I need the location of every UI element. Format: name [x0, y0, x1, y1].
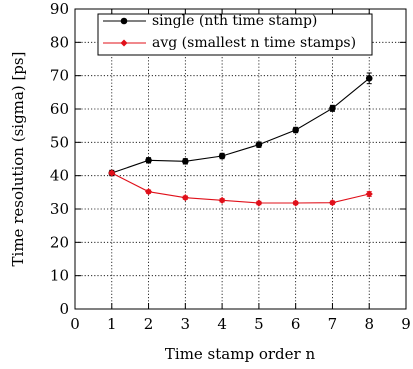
data-point	[108, 169, 116, 177]
data-point	[365, 190, 373, 198]
data-point	[365, 75, 373, 82]
data-point	[328, 199, 337, 207]
x-tick-label: 7	[328, 315, 338, 333]
x-tick-label: 0	[70, 315, 80, 333]
legend-marker-avg	[120, 39, 128, 47]
data-point	[218, 196, 226, 204]
data-point	[292, 199, 300, 207]
plot-frame	[74, 8, 407, 310]
y-tick-label: 20	[50, 233, 69, 251]
data-point	[145, 157, 152, 164]
legend: single (nth time stamp) avg (smallest n …	[97, 13, 373, 56]
data-point	[255, 141, 263, 148]
x-tick-label: 5	[254, 315, 264, 333]
y-tick-label: 40	[50, 167, 69, 185]
legend-label-single: single (nth time stamp)	[152, 13, 317, 29]
data-point	[218, 152, 226, 160]
y-tick-label: 90	[50, 0, 69, 18]
data-point	[292, 126, 299, 134]
grid-lines	[75, 9, 406, 309]
x-axis-title: Time stamp order n	[165, 345, 316, 363]
series-0	[108, 72, 373, 177]
data-point	[144, 188, 153, 196]
x-tick-label: 8	[364, 315, 374, 333]
x-tick-label: 2	[144, 315, 154, 333]
x-tick-label: 3	[181, 315, 191, 333]
x-tick-label: 4	[217, 315, 227, 333]
legend-label-avg: avg (smallest n time stamps)	[152, 35, 356, 51]
y-tick-label: 30	[50, 200, 69, 218]
x-tick-label: 9	[401, 315, 411, 333]
y-tick-label: 0	[59, 300, 69, 318]
data-point	[255, 199, 263, 207]
series-layer	[108, 72, 373, 207]
data-point	[329, 105, 336, 112]
series-line	[111, 77, 370, 174]
x-tick-label: 1	[107, 315, 117, 333]
y-tick-label: 10	[50, 267, 69, 285]
x-tick-label: 6	[291, 315, 301, 333]
data-point	[181, 194, 189, 202]
legend-marker-single	[120, 17, 128, 25]
y-tick-label: 80	[50, 33, 69, 51]
y-axis-title: Time resolution (sigma) [ps]	[9, 52, 27, 267]
series-1	[108, 169, 373, 207]
data-point	[182, 158, 189, 165]
y-tick-label: 70	[50, 67, 69, 85]
y-tick-label: 60	[50, 100, 69, 118]
series-line	[111, 172, 370, 204]
y-tick-label: 50	[50, 133, 69, 151]
